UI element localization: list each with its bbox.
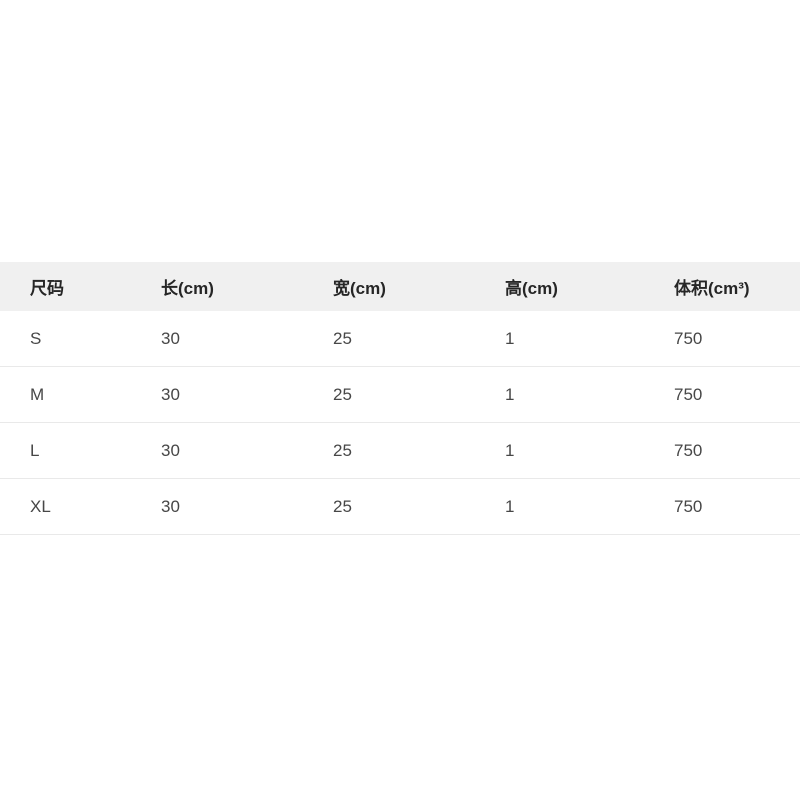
table-row-m: M 30 25 1 750	[0, 366, 800, 423]
size-chart: 尺码 长(cm) 宽(cm) 高(cm) 体积(cm³) S 30 25 1 7…	[0, 262, 800, 535]
cell-volume: 750	[674, 422, 800, 479]
size-chart-table: 尺码 长(cm) 宽(cm) 高(cm) 体积(cm³) S 30 25 1 7…	[0, 262, 800, 535]
cell-width: 25	[333, 422, 505, 479]
cell-length: 30	[161, 478, 333, 535]
header-cell-volume: 体积(cm³)	[674, 262, 800, 311]
header-cell-width: 宽(cm)	[333, 262, 505, 311]
table-row-l: L 30 25 1 750	[0, 422, 800, 479]
cell-length: 30	[161, 311, 333, 367]
cell-height: 1	[505, 311, 674, 367]
header-cell-size: 尺码	[0, 262, 161, 311]
header-cell-height: 高(cm)	[505, 262, 674, 311]
cell-width: 25	[333, 366, 505, 423]
cell-volume: 750	[674, 366, 800, 423]
cell-width: 25	[333, 311, 505, 367]
table-row-s: S 30 25 1 750	[0, 311, 800, 367]
header-cell-length: 长(cm)	[161, 262, 333, 311]
cell-height: 1	[505, 422, 674, 479]
table-row-xl: XL 30 25 1 750	[0, 478, 800, 535]
cell-volume: 750	[674, 478, 800, 535]
cell-size: XL	[0, 478, 161, 535]
cell-size: M	[0, 366, 161, 423]
cell-length: 30	[161, 422, 333, 479]
cell-length: 30	[161, 366, 333, 423]
cell-size: L	[0, 422, 161, 479]
cell-height: 1	[505, 366, 674, 423]
cell-width: 25	[333, 478, 505, 535]
cell-size: S	[0, 311, 161, 367]
table-header-row: 尺码 长(cm) 宽(cm) 高(cm) 体积(cm³)	[0, 262, 800, 311]
cell-volume: 750	[674, 311, 800, 367]
cell-height: 1	[505, 478, 674, 535]
